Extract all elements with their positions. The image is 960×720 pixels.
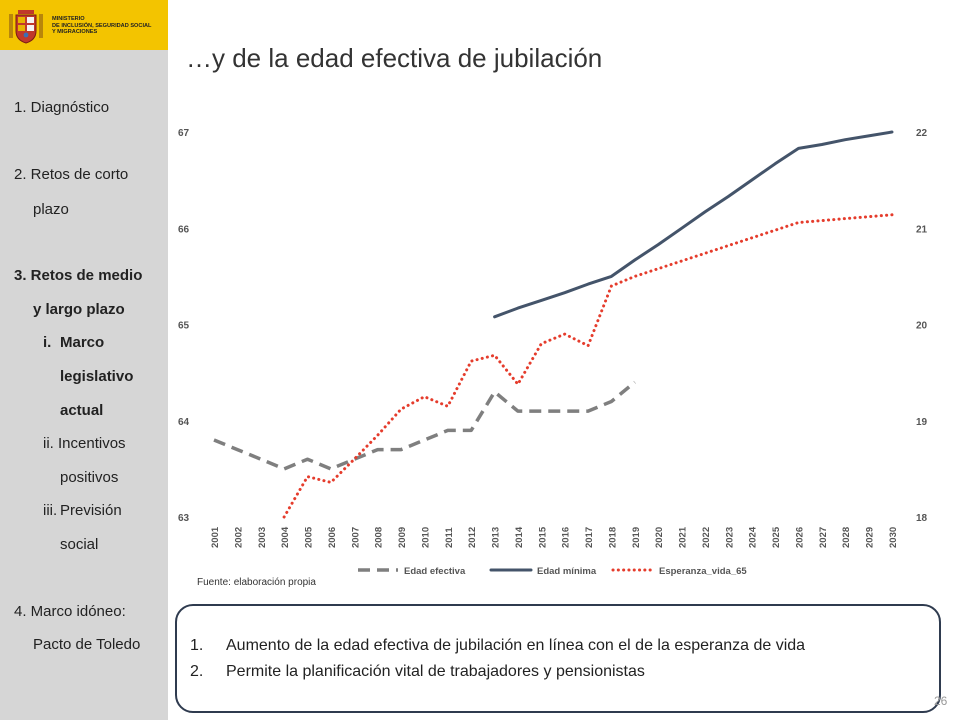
- ministry-line: Y MIGRACIONES: [52, 29, 98, 35]
- nav-subitem-prevision-cont[interactable]: social: [60, 536, 99, 553]
- x-tick-label: 2028: [841, 527, 852, 548]
- series-line-1: [213, 380, 636, 471]
- x-tick-label: 2018: [607, 527, 618, 548]
- nav-subitem-marco-cont[interactable]: legislativo: [60, 368, 134, 385]
- x-tick-label: 2022: [701, 527, 712, 548]
- legend-label: Esperanza_vida_65: [659, 566, 747, 577]
- ministry-name: MINISTERIO DE INCLUSIÓN, SEGURIDAD SOCIA…: [52, 16, 164, 36]
- x-tick-label: 2004: [280, 526, 291, 548]
- nav-subitem-i-marker: i.: [43, 334, 52, 351]
- x-tick-label: 2014: [514, 526, 525, 548]
- x-tick-label: 2020: [654, 527, 665, 548]
- x-tick-label: 2011: [444, 527, 455, 548]
- y-left-tick-label: 66: [178, 224, 190, 235]
- x-tick-label: 2025: [771, 526, 782, 548]
- y-right-tick-label: 20: [916, 321, 928, 332]
- x-tick-label: 2021: [678, 526, 689, 548]
- y-left-tick-label: 63: [178, 513, 190, 524]
- nav-item-retos-corto-cont[interactable]: plazo: [33, 201, 69, 218]
- summary-point-number: 2.: [190, 663, 204, 680]
- nav-item-retos-medio[interactable]: 3. Retos de medio: [14, 267, 143, 284]
- y-right-tick-label: 22: [916, 128, 928, 139]
- x-tick-label: 2019: [631, 527, 642, 548]
- y-left-tick-label: 64: [178, 417, 190, 428]
- nav-item-retos-medio-cont[interactable]: y largo plazo: [33, 301, 125, 318]
- summary-point-number: 1.: [190, 637, 204, 654]
- x-tick-label: 2026: [794, 527, 805, 548]
- x-tick-label: 2008: [374, 527, 385, 548]
- x-tick-label: 2017: [584, 527, 595, 548]
- nav-subitem-incentivos[interactable]: ii. Incentivos: [43, 435, 126, 452]
- y-right-tick-label: 21: [916, 224, 928, 235]
- nav-subitem-marco-cont2[interactable]: actual: [60, 402, 104, 419]
- summary-point-text: Aumento de la edad efectiva de jubilació…: [226, 637, 806, 654]
- coat-of-arms-icon: [9, 10, 43, 44]
- legend-label: Edad mínima: [537, 566, 597, 577]
- sidebar: MINISTERIO DE INCLUSIÓN, SEGURIDAD SOCIA…: [0, 0, 168, 720]
- x-tick-label: 2030: [888, 527, 899, 548]
- y-left-tick-label: 67: [178, 128, 190, 139]
- y-right-tick-label: 19: [916, 417, 928, 428]
- x-tick-label: 2023: [724, 527, 735, 548]
- ministry-line: DE INCLUSIÓN, SEGURIDAD SOCIAL: [52, 22, 152, 29]
- nav-subitem-marco[interactable]: Marco: [60, 334, 105, 351]
- x-tick-label: 2024: [748, 526, 759, 548]
- nav-item-diagnostico[interactable]: 1. Diagnóstico: [14, 99, 110, 116]
- page-number: 26: [934, 694, 948, 708]
- x-tick-label: 2007: [350, 527, 361, 548]
- x-tick-label: 2013: [491, 527, 502, 548]
- series-line-3: [282, 213, 894, 519]
- x-tick-label: 2005: [304, 526, 315, 548]
- source-note: Fuente: elaboración propia: [197, 577, 316, 588]
- series-line-2: [493, 130, 894, 319]
- summary-point: 2. Permite la planificación vital de trab…: [190, 663, 645, 681]
- x-tick-label: 2006: [327, 527, 338, 548]
- x-tick-label: 2001: [210, 526, 221, 548]
- nav-subitem-prevision[interactable]: Previsión: [60, 502, 122, 519]
- ministry-logo-band: MINISTERIO DE INCLUSIÓN, SEGURIDAD SOCIA…: [0, 0, 168, 50]
- y-right-tick-label: 18: [916, 513, 928, 524]
- summary-point-text: Permite la planificación vital de trabaj…: [226, 663, 645, 680]
- nav-subitem-incentivos-cont[interactable]: positivos: [60, 469, 119, 486]
- x-tick-label: 2003: [257, 527, 268, 548]
- ministry-line: MINISTERIO: [52, 16, 85, 22]
- summary-box: [175, 604, 941, 713]
- x-tick-label: 2029: [865, 527, 876, 548]
- legend-label: Edad efectiva: [404, 566, 466, 577]
- x-tick-label: 2010: [420, 527, 431, 548]
- x-tick-label: 2016: [561, 527, 572, 548]
- x-tick-label: 2027: [818, 527, 829, 548]
- page-title: …y de la edad efectiva de jubilación: [186, 43, 603, 73]
- x-tick-label: 2015: [537, 526, 548, 548]
- nav-item-retos-corto[interactable]: 2. Retos de corto: [14, 166, 129, 183]
- nav-item-marco-idoneo[interactable]: 4. Marco idóneo:: [14, 603, 126, 620]
- nav-subitem-iii-marker: iii.: [43, 502, 58, 519]
- x-tick-label: 2009: [397, 527, 408, 548]
- summary-point: 1. Aumento de la edad efectiva de jubilac…: [190, 637, 805, 655]
- y-left-tick-label: 65: [178, 321, 190, 332]
- x-tick-label: 2012: [467, 527, 478, 548]
- nav-item-marco-idoneo-cont[interactable]: Pacto de Toledo: [33, 636, 141, 653]
- x-tick-label: 2002: [233, 527, 244, 548]
